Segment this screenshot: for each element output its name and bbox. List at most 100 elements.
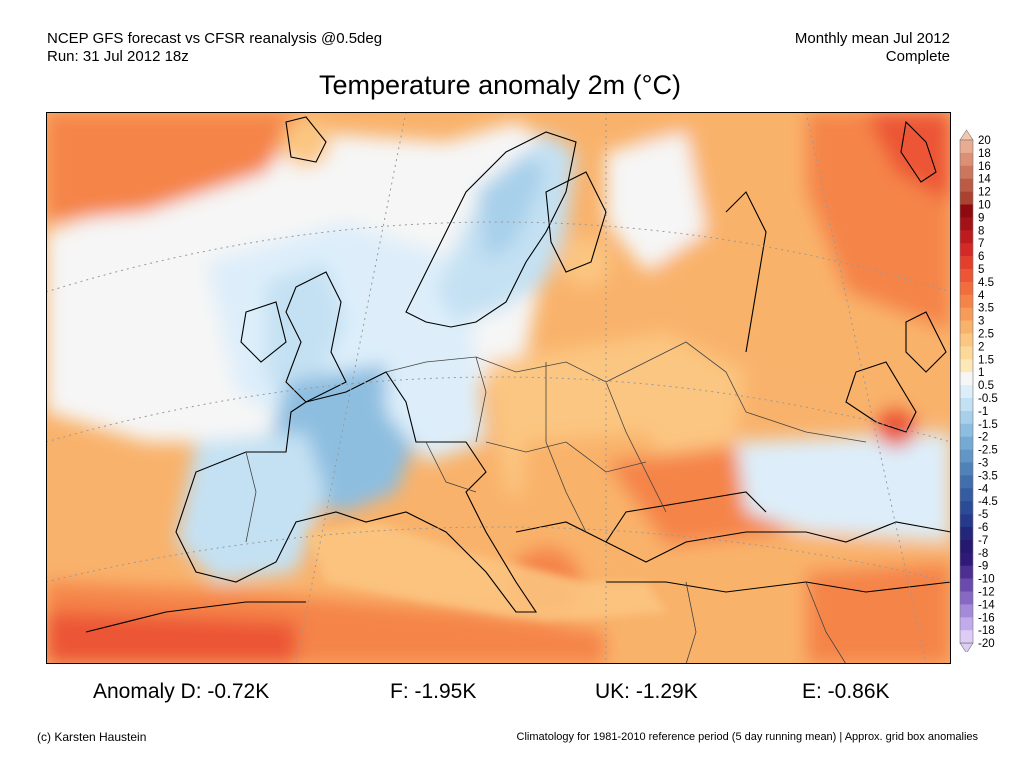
legend-label: 3	[978, 316, 984, 328]
legend-arrow-bottom	[959, 642, 974, 652]
legend-label: -10	[978, 574, 995, 586]
legend-label: -1	[978, 406, 988, 418]
legend-label: -6	[978, 522, 988, 534]
legend-swatch	[960, 152, 973, 167]
legend-label: -4.5	[978, 496, 998, 508]
legend-swatch	[960, 514, 973, 528]
legend-swatch	[960, 527, 973, 541]
legend-swatch	[960, 398, 973, 412]
legend-label: -18	[978, 625, 995, 637]
legend-swatch	[960, 294, 973, 308]
header-right: Monthly mean Jul 2012 Complete	[795, 30, 950, 66]
legend-label: 8	[978, 225, 984, 237]
copyright: (c) Karsten Haustein	[37, 730, 147, 744]
legend-label: -12	[978, 587, 995, 599]
header-left: NCEP GFS forecast vs CFSR reanalysis @0.…	[47, 30, 382, 66]
legend-swatch	[960, 385, 973, 399]
legend-swatch	[960, 552, 973, 566]
legend-label: -9	[978, 561, 988, 573]
legend-swatch	[960, 140, 973, 154]
legend-label: 1	[978, 367, 984, 379]
legend-label: -16	[978, 612, 995, 624]
legend-label: -1.5	[978, 419, 998, 431]
map-frame	[46, 112, 951, 664]
legend-swatch	[960, 539, 973, 554]
legend-label: 1.5	[978, 354, 994, 366]
legend-swatch	[960, 230, 973, 244]
run-time: Run: 31 Jul 2012 18z	[47, 48, 189, 65]
legend-label: 16	[978, 161, 991, 173]
anomaly-germany: Anomaly D: -0.72K	[93, 680, 270, 703]
coastlines	[85, 116, 951, 633]
legend-label: 12	[978, 187, 991, 199]
legend-swatch	[960, 281, 973, 296]
legend-swatch	[960, 307, 973, 321]
legend-swatch	[960, 178, 973, 192]
legend-swatch	[960, 449, 973, 463]
anomaly-map	[46, 112, 951, 664]
legend-swatch	[960, 191, 973, 205]
legend-arrow-top	[959, 129, 974, 141]
legend-swatch	[960, 269, 973, 283]
color-legend: 201816141210987654.543.532.521.510.5-0.5…	[959, 129, 998, 652]
legend-swatch	[960, 475, 973, 489]
legend-swatch	[960, 333, 973, 347]
country-borders	[245, 341, 867, 664]
legend-swatch	[960, 423, 973, 437]
legend-label: -3	[978, 458, 988, 470]
legend-swatch	[960, 359, 973, 373]
legend-label: -14	[978, 599, 995, 611]
anomaly-uk: UK: -1.29K	[595, 680, 698, 703]
legend-swatch	[960, 436, 973, 450]
legend-label: 4.5	[978, 277, 994, 289]
legend-swatch	[960, 604, 973, 618]
legend-label: -8	[978, 548, 988, 560]
legend-swatch	[960, 217, 973, 231]
legend-swatch	[960, 462, 973, 476]
legend-swatch	[960, 320, 973, 334]
legend-label: 2	[978, 341, 984, 353]
period-label: Monthly mean Jul 2012	[794, 30, 950, 47]
legend-swatch	[960, 617, 973, 631]
legend-label: 3.5	[978, 303, 994, 315]
legend-label: -3.5	[978, 470, 998, 482]
legend-label: 10	[978, 200, 991, 212]
legend-label: 2.5	[978, 329, 994, 341]
climatology-note: Climatology for 1981-2010 reference peri…	[516, 731, 978, 743]
legend-swatch	[960, 501, 973, 515]
legend-swatch	[960, 165, 973, 179]
legend-swatch	[960, 204, 973, 218]
legend-label: 20	[978, 135, 991, 147]
legend-label: 5	[978, 264, 984, 276]
legend-swatch	[960, 565, 973, 579]
legend-label: 14	[978, 174, 991, 186]
legend-label: 6	[978, 251, 984, 263]
legend-label: -0.5	[978, 393, 998, 405]
legend-swatch	[960, 410, 973, 425]
legend-label: 9	[978, 212, 984, 224]
legend-swatch	[960, 372, 973, 386]
legend-swatch	[960, 346, 973, 360]
graticule	[46, 112, 951, 664]
anomaly-france: F: -1.95K	[390, 680, 477, 703]
legend-label: -5	[978, 509, 988, 521]
map-title: Temperature anomaly 2m (°C)	[319, 70, 681, 100]
legend-label: -4	[978, 483, 989, 495]
legend-label: 0.5	[978, 380, 994, 392]
completeness-label: Complete	[885, 48, 950, 65]
legend-frame	[959, 139, 974, 644]
legend-label: 7	[978, 238, 984, 250]
legend-label: 18	[978, 148, 991, 160]
legend-label: -2	[978, 432, 988, 444]
legend-swatch	[960, 578, 973, 592]
legend-swatch	[960, 256, 973, 270]
legend-label: -7	[978, 535, 988, 547]
anomaly-spain: E: -0.86K	[802, 680, 890, 703]
legend-swatch	[960, 243, 973, 257]
legend-label: -2.5	[978, 445, 998, 457]
legend-label: 4	[978, 290, 985, 302]
legend-swatch	[960, 630, 973, 644]
legend-label: -20	[978, 638, 995, 650]
legend-swatch	[960, 488, 973, 502]
model-description: NCEP GFS forecast vs CFSR reanalysis @0.…	[47, 30, 383, 47]
